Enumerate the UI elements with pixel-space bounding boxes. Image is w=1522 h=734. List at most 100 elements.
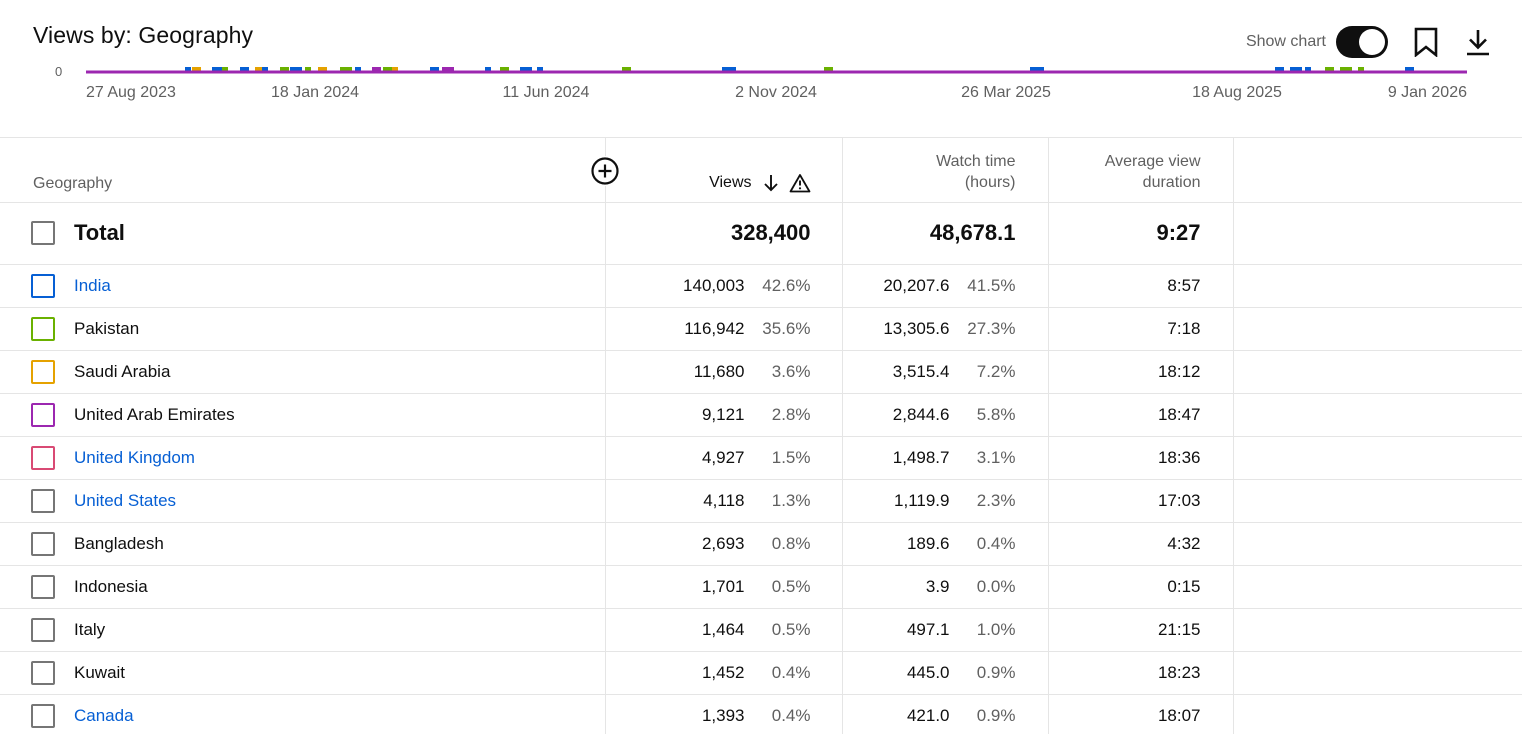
empty-cell: [1232, 608, 1522, 652]
geo-cell: United Arab Emirates: [0, 393, 605, 437]
chart-activity-mark: [1038, 67, 1044, 72]
x-tick-label: 11 Jun 2024: [502, 84, 590, 101]
sort-descending-icon[interactable]: [761, 173, 781, 193]
avg-duration-cell: 7:18: [1047, 307, 1233, 351]
chart-activity-mark: [255, 67, 267, 72]
x-tick-label: 18 Jan 2024: [270, 84, 360, 101]
table-header-row: Geography Views Watch time (hours) Avera…: [0, 138, 1522, 203]
chart-activity-mark: [442, 67, 454, 72]
total-label: Total: [74, 220, 125, 245]
table-row: United States 4,118 1.3% 1,119.9 2.3% 17:03: [0, 479, 1522, 523]
chart-activity-mark: [824, 67, 833, 72]
chart-activity-mark: [1358, 67, 1364, 72]
watch-time-cell: 13,305.6 27.3%: [841, 307, 1048, 351]
country-name: Kuwait: [74, 662, 126, 682]
chart-activity-mark: [392, 67, 398, 72]
row-checkbox[interactable]: [31, 445, 55, 470]
row-checkbox[interactable]: [31, 617, 55, 642]
views-percent: 0.4%: [771, 705, 811, 725]
geo-cell: Indonesia: [0, 565, 605, 609]
chart-activity-mark: [430, 67, 439, 72]
geo-cell: United States: [0, 479, 605, 523]
views-cell: 1,464 0.5%: [604, 608, 842, 652]
watch-time-percent: 0.9%: [976, 662, 1016, 682]
avg-duration-cell: 4:32: [1047, 522, 1233, 566]
avg-duration-cell: 18:47: [1047, 393, 1233, 437]
x-tick-label: 18 Aug 2025: [1192, 84, 1282, 101]
show-chart-toggle[interactable]: [1336, 26, 1388, 58]
views-percent: 2.8%: [771, 404, 811, 424]
views-percent: 0.5%: [771, 619, 811, 639]
row-checkbox[interactable]: [31, 531, 55, 556]
bookmark-button[interactable]: [1410, 26, 1442, 58]
avg-duration-cell: 0:15: [1047, 565, 1233, 609]
row-checkbox[interactable]: [31, 402, 55, 427]
row-checkbox[interactable]: [31, 316, 55, 341]
row-checkbox[interactable]: [31, 488, 55, 513]
row-checkbox[interactable]: [31, 359, 55, 384]
avg-duration-cell: 18:12: [1047, 350, 1233, 394]
chart-activity-mark: [1030, 67, 1042, 72]
download-button[interactable]: [1462, 26, 1494, 58]
watch-time-column-header[interactable]: Watch time (hours): [841, 138, 1048, 203]
row-checkbox[interactable]: [31, 703, 55, 728]
views-value: 140,003: [683, 275, 745, 295]
watch-time-percent: 27.3%: [967, 318, 1016, 338]
chart-activity-mark: [520, 67, 532, 72]
table-row: India 140,003 42.6% 20,207.6 41.5% 8:57: [0, 264, 1522, 308]
avg-duration-header-label: Average view duration: [1104, 152, 1201, 191]
download-icon: [1467, 30, 1489, 56]
show-chart-label: Show chart: [1245, 33, 1326, 50]
country-name[interactable]: United Kingdom: [74, 447, 195, 467]
watch-time-value: 3,515.4: [892, 361, 950, 381]
country-name[interactable]: India: [74, 275, 111, 295]
views-header-label: Views: [709, 173, 752, 191]
toolbar: Show chart: [1246, 22, 1494, 62]
chart-activity-mark: [355, 67, 361, 72]
x-tick-label: 27 Aug 2023: [86, 84, 176, 101]
country-name[interactable]: United States: [74, 490, 177, 510]
row-checkbox[interactable]: [31, 574, 55, 599]
total-geo-cell: Total: [0, 202, 605, 265]
views-cell: 9,121 2.8%: [604, 393, 842, 437]
views-percent: 1.5%: [771, 447, 811, 467]
avg-duration-cell: 17:03: [1047, 479, 1233, 523]
views-column-header[interactable]: Views: [604, 138, 842, 203]
total-watch-time: 48,678.1: [841, 202, 1048, 265]
add-circle-icon: [590, 157, 619, 185]
views-percent: 0.5%: [771, 576, 811, 596]
total-checkbox[interactable]: [31, 221, 55, 245]
watch-time-value: 2,844.6: [892, 404, 950, 424]
watch-time-cell: 497.1 1.0%: [841, 608, 1048, 652]
country-name: Italy: [74, 619, 106, 639]
warning-icon[interactable]: [789, 173, 811, 193]
chart-activity-marks: [185, 67, 1414, 72]
toggle-knob: [1359, 29, 1385, 55]
views-value: 1,464: [701, 619, 745, 639]
row-checkbox[interactable]: [31, 273, 55, 298]
country-name[interactable]: Canada: [74, 705, 134, 725]
empty-cell: [1232, 651, 1522, 695]
avg-duration-column-header[interactable]: Average view duration: [1047, 138, 1233, 203]
views-cell: 2,693 0.8%: [604, 522, 842, 566]
chart-activity-mark: [185, 67, 191, 72]
add-metric-button[interactable]: [589, 156, 620, 186]
chart-activity-mark: [262, 67, 268, 72]
views-percent: 42.6%: [762, 275, 811, 295]
chart-activity-mark: [622, 67, 631, 72]
chart-activity-mark: [240, 67, 249, 72]
chart-activity-mark: [340, 67, 352, 72]
chart-activity-mark: [383, 67, 395, 72]
watch-time-cell: 189.6 0.4%: [841, 522, 1048, 566]
chart-activity-mark: [537, 67, 543, 72]
views-cell: 140,003 42.6%: [604, 264, 842, 308]
geo-cell: Bangladesh: [0, 522, 605, 566]
empty-cell: [1232, 264, 1522, 308]
chart-activity-mark: [500, 67, 509, 72]
geo-cell: Italy: [0, 608, 605, 652]
geo-cell: Canada: [0, 694, 605, 734]
views-percent: 1.3%: [771, 490, 811, 510]
empty-cell: [1232, 694, 1522, 734]
row-checkbox[interactable]: [31, 660, 55, 685]
total-views: 328,400: [604, 202, 842, 265]
